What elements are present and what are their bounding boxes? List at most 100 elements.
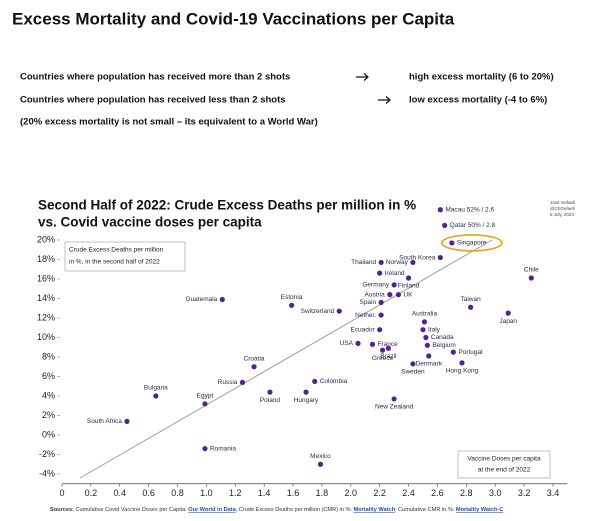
point — [528, 275, 534, 281]
point — [437, 254, 443, 261]
point-label: Bulgaria — [144, 385, 168, 392]
point — [369, 341, 376, 347]
point — [437, 207, 443, 213]
y-tick-label: 10% — [37, 332, 55, 342]
point-label: Croatia — [244, 355, 265, 362]
source-link[interactable]: Our World in Data — [188, 507, 236, 513]
point — [405, 275, 412, 281]
source-text: Cumulative Covid Vaccine Doses per Capit… — [76, 507, 189, 513]
sources: Sources: Cumulative Covid Vaccine Doses … — [50, 507, 503, 513]
x-tick-label: 3.4 — [547, 488, 560, 498]
point — [449, 240, 455, 246]
x-tick-label: 3.0 — [489, 488, 502, 498]
author: @ChGefaell — [550, 206, 575, 211]
chart-title: Second Half of 2022: Crude Excess Deaths… — [38, 198, 416, 213]
arrows — [356, 73, 391, 104]
point — [505, 310, 511, 316]
point-label: Brazil — [380, 353, 397, 360]
x-tick-label: 2.6 — [431, 488, 444, 498]
point-label: Egypt — [197, 393, 214, 400]
point — [202, 401, 208, 407]
x-tick-label: 3.2 — [518, 488, 531, 498]
y-tick-label: 2% — [42, 410, 55, 420]
point-label: Guatemala — [185, 296, 217, 303]
point — [355, 340, 361, 346]
point-label: Switzerland — [301, 308, 335, 315]
point-label: Singapore — [457, 240, 487, 247]
point-label: Macau 52% / 2.6 — [445, 206, 494, 213]
x-tick-label: 2.4 — [402, 488, 415, 498]
statement-right: high excess mortality (6 to 20%) — [409, 72, 554, 83]
statement-note: (20% excess mortality is not small – its… — [20, 117, 318, 128]
point-label: Austria — [365, 291, 386, 298]
point — [317, 461, 324, 467]
x-tick-label: 0.2 — [85, 488, 98, 498]
x-label-box — [457, 450, 551, 479]
y-tick-label: 16% — [37, 273, 55, 283]
point — [423, 334, 429, 341]
point — [377, 270, 383, 276]
point-label: Nether. — [355, 312, 376, 319]
author: José Gefaell — [550, 200, 575, 205]
point-label: Denmark — [416, 361, 443, 368]
source-text: ; Cumulative CMR in %: — [395, 507, 456, 513]
point — [424, 342, 430, 348]
point-label: France — [377, 341, 398, 348]
point — [442, 222, 448, 228]
y-tick-label: 0% — [42, 429, 55, 439]
point — [124, 418, 130, 424]
y-tick-label: 6% — [42, 371, 55, 381]
point — [303, 389, 309, 395]
point-label: Finland — [398, 283, 420, 290]
point-label: Australia — [412, 311, 438, 318]
point — [251, 364, 257, 370]
source-text: Sources: — [50, 507, 76, 513]
point-label: Thailand — [351, 259, 376, 266]
point — [267, 389, 273, 395]
point-label: Mexico — [310, 453, 331, 460]
point — [385, 345, 391, 351]
point-label: Canada — [431, 334, 454, 341]
point — [391, 396, 397, 402]
point — [379, 347, 386, 353]
point-label: Estonia — [281, 294, 303, 301]
y-tick-label: 18% — [37, 254, 55, 264]
point-label: Japan — [499, 318, 517, 325]
point — [387, 292, 393, 298]
point-label: Sweden — [401, 369, 425, 376]
point-label: Chile — [524, 267, 539, 274]
point — [202, 446, 208, 452]
source-link[interactable]: Mortality Watch — [354, 507, 396, 513]
point — [410, 259, 416, 266]
y-label: Crude Excess Deaths per million — [69, 247, 164, 254]
x-tick-label: 2.2 — [373, 488, 386, 498]
trend-line — [79, 239, 493, 479]
point-label: Taiwan — [461, 296, 482, 303]
point-label: Norway — [386, 259, 409, 266]
source-link[interactable]: Mortality Watch-C — [456, 507, 503, 513]
point — [336, 308, 342, 314]
x-tick-label: 0.8 — [171, 488, 184, 498]
x-tick-label: 1.4 — [258, 488, 271, 498]
y-tick-label: -4% — [39, 468, 55, 478]
point-label: Greece — [372, 355, 394, 362]
point-label: Belgium — [432, 342, 455, 349]
point-label: Russia — [218, 379, 238, 386]
y-label: in %, in the second half of 2022 — [69, 259, 160, 266]
point-label: Spain — [359, 299, 376, 306]
point — [288, 302, 295, 308]
y-tick-label: 20% — [37, 234, 55, 244]
arrow — [356, 73, 369, 81]
point-label: New Zealand — [375, 404, 414, 411]
y-tick-label: 12% — [37, 312, 55, 322]
x-label: Vaccine Doses per capita — [467, 456, 541, 463]
x-tick-label: 2.0 — [345, 488, 358, 498]
x-tick-label: 1.0 — [200, 488, 213, 498]
point — [468, 304, 474, 310]
source-text: , Crude Excess Deaths per million (CMR) … — [236, 507, 354, 513]
highlight-ring — [441, 234, 503, 252]
x-tick-label: 1.2 — [229, 488, 242, 498]
point-label: Ecuador — [350, 326, 375, 333]
author: 5 July, 2023 — [550, 212, 574, 217]
